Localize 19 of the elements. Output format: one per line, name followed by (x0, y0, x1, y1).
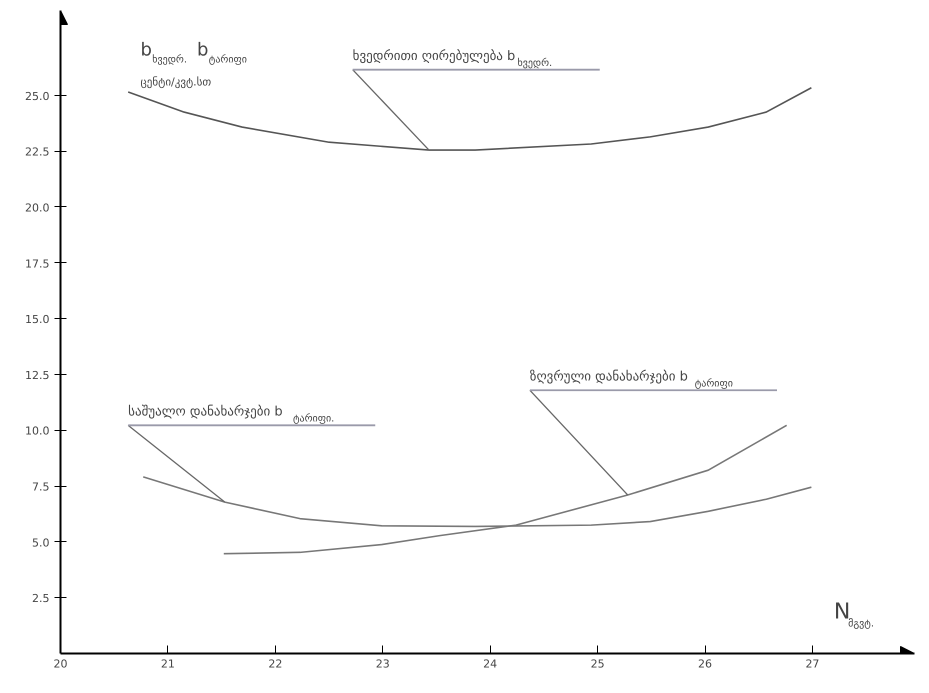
x-tick-label: 22 (268, 658, 282, 670)
y-tick-label: 12.5 (25, 368, 50, 382)
y-tick-label: 15.0 (25, 313, 50, 326)
y-tick-label: 22.5 (25, 146, 50, 159)
y-tick-label: 2.5 (32, 592, 50, 606)
y-tick-label: 20.0 (25, 201, 50, 214)
x-tick-label: 27 (805, 658, 820, 670)
y-tick-label: 25.0 (25, 90, 50, 103)
y-tick-label: 7.5 (32, 480, 50, 494)
x-tick-label: 24 (483, 658, 498, 670)
x-tick-label: 21 (160, 658, 175, 670)
x-tick-label: 25 (590, 658, 605, 670)
line-series (127, 86, 812, 151)
y-tick-label: 10.0 (25, 424, 50, 438)
y-tick-label: 17.5 (25, 257, 50, 270)
y-tick-label: 5.0 (32, 536, 50, 550)
x-tick-label: 23 (376, 658, 390, 670)
x-tick-label: 26 (698, 658, 712, 670)
x-tick-label: 20 (54, 658, 68, 670)
